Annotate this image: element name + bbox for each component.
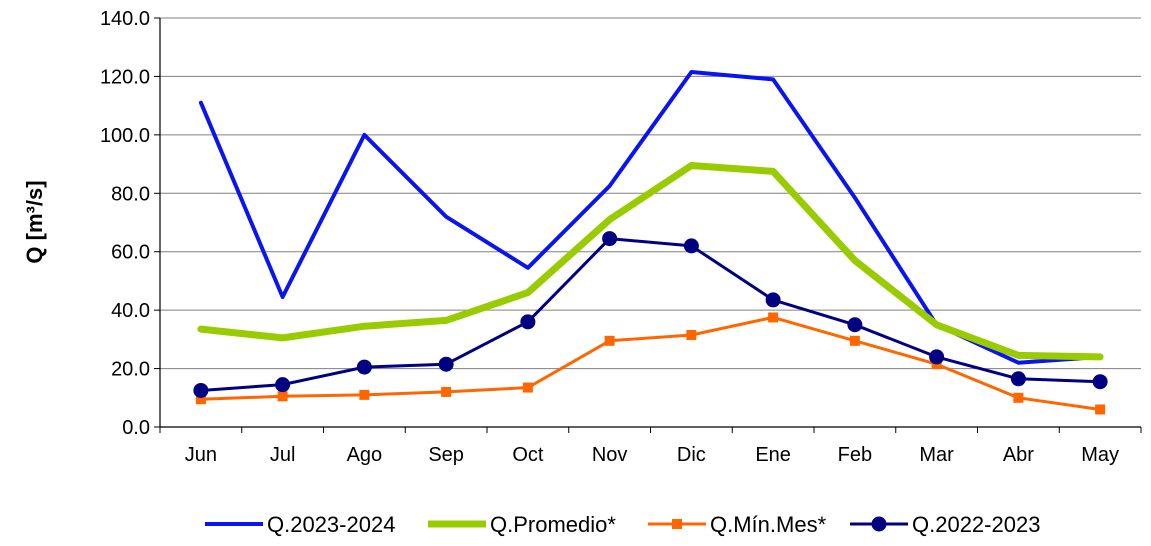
x-tick-label: Ene <box>755 444 791 466</box>
legend-marker <box>672 519 682 529</box>
x-tick-label: Mar <box>919 444 954 466</box>
legend-item: Q.Mín.Mes* <box>648 512 827 537</box>
data-point <box>929 349 945 365</box>
legend-label: Q.2022-2023 <box>912 512 1040 537</box>
legend-item: Q.2022-2023 <box>850 512 1040 537</box>
series-1 <box>197 162 1104 361</box>
series-line <box>198 70 1103 365</box>
data-point <box>1010 371 1026 387</box>
y-tick-label: 20.0 <box>111 359 150 381</box>
legend-label: Q.2023-2024 <box>267 512 395 537</box>
data-point <box>438 356 454 372</box>
y-axis-label: Q [m³/s] <box>22 180 47 263</box>
data-point <box>195 394 206 405</box>
x-tick-label: Sep <box>428 444 464 466</box>
legend-label: Q.Mín.Mes* <box>710 512 827 537</box>
x-tick-labels: Jun Jul Ago Sep Oct Nov Dic Ene Feb Mar Abr May <box>185 444 1119 466</box>
y-tick-label: 60.0 <box>111 242 150 264</box>
legend-item: Q.2023-2024 <box>205 512 395 537</box>
data-point <box>847 317 863 333</box>
data-point <box>683 238 699 254</box>
legend-marker <box>871 516 887 532</box>
series-3 <box>193 231 1108 398</box>
data-point <box>441 386 452 397</box>
data-point <box>193 382 209 398</box>
data-point <box>602 231 618 247</box>
data-point <box>277 391 288 402</box>
x-tick-label: Oct <box>512 444 544 466</box>
data-point <box>768 312 779 323</box>
x-tick-label: Ago <box>347 444 383 466</box>
data-point <box>1092 374 1108 390</box>
legend-label: Q.Promedio* <box>490 512 616 537</box>
data-point <box>520 314 536 330</box>
gridlines <box>160 17 1141 370</box>
y-tick-labels: 0.0 20.0 40.0 60.0 80.0 100.0 120.0 140.0 <box>100 8 150 439</box>
data-point <box>275 377 291 393</box>
y-tick-label: 40.0 <box>111 300 150 322</box>
y-tick-label: 140.0 <box>100 8 150 30</box>
data-point <box>1095 404 1106 415</box>
series-0 <box>198 70 1103 365</box>
y-tick-label: 120.0 <box>100 66 150 88</box>
series-line <box>199 237 1102 392</box>
y-tick-label: 0.0 <box>122 417 150 439</box>
data-point <box>765 292 781 308</box>
data-point <box>849 335 860 346</box>
data-point <box>1013 392 1024 403</box>
legend: Q.2023-2024 Q.Promedio* Q.Mín.Mes* Q.2022-2… <box>205 512 1040 537</box>
series-line <box>199 315 1102 411</box>
y-tick-label: 80.0 <box>111 183 150 205</box>
x-tick-label: Jun <box>185 444 217 466</box>
x-tick-label: Feb <box>838 444 872 466</box>
axes <box>154 17 1142 433</box>
series-lines <box>193 70 1108 415</box>
x-tick-label: May <box>1081 444 1119 466</box>
x-tick-label: Dic <box>677 444 706 466</box>
data-point <box>522 382 533 393</box>
y-tick-label: 100.0 <box>100 125 150 147</box>
data-point <box>686 329 697 340</box>
legend-item: Q.Promedio* <box>428 512 616 537</box>
series-line <box>197 162 1104 361</box>
x-tick-label: Nov <box>592 444 628 466</box>
x-tick-label: Abr <box>1003 444 1034 466</box>
data-point <box>356 359 372 375</box>
x-tick-label: Jul <box>270 444 296 466</box>
data-point <box>604 335 615 346</box>
data-point <box>359 389 370 400</box>
series-2 <box>195 312 1106 415</box>
